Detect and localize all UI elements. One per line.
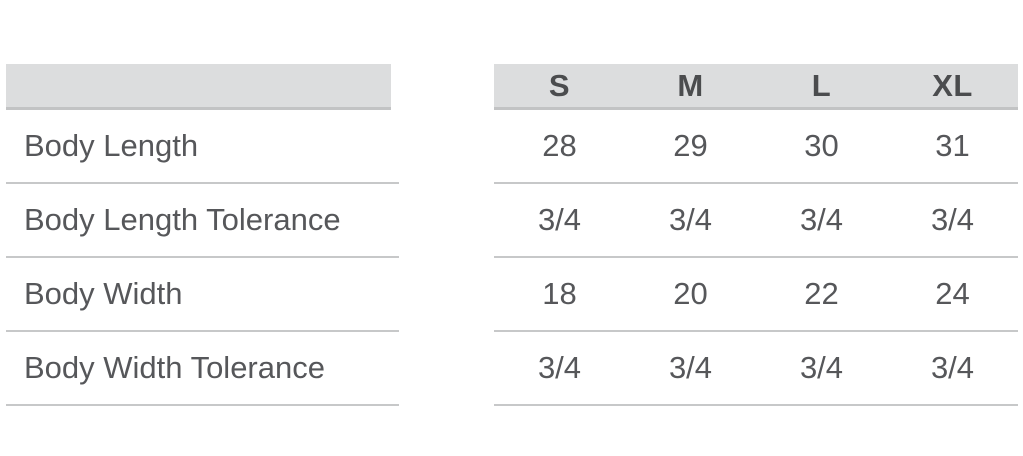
- size-header-row: S M L XL: [494, 64, 1018, 110]
- size-column-header-s: S: [548, 67, 571, 103]
- value-row-body-length-tolerance: 3/4 3/4 3/4 3/4: [494, 184, 1018, 258]
- size-column-header-l: L: [811, 67, 832, 103]
- value-row-body-width: 18 20 22 24: [494, 258, 1018, 332]
- value-cell: 18: [542, 276, 577, 311]
- value-cell: 30: [804, 128, 839, 163]
- value-cell: 3/4: [930, 350, 975, 385]
- value-cell: 20: [673, 276, 708, 311]
- row-label-text: Body Width Tolerance: [24, 350, 325, 385]
- value-cell: 28: [542, 128, 577, 163]
- value-cell: 3/4: [930, 202, 975, 237]
- value-cell: 24: [935, 276, 970, 311]
- size-column-header-m: M: [677, 67, 704, 103]
- value-cell: 3/4: [668, 350, 713, 385]
- value-cell: 3/4: [537, 350, 582, 385]
- size-values-table: S M L XL 28 29 30 31 3/4 3/4 3/4 3/4 18 …: [494, 64, 1018, 406]
- row-label-body-width-tolerance: Body Width Tolerance: [6, 332, 399, 406]
- row-label-body-length: Body Length: [6, 110, 399, 184]
- value-cell: 3/4: [537, 202, 582, 237]
- value-cell: 3/4: [799, 202, 844, 237]
- value-cell: 3/4: [799, 350, 844, 385]
- row-label-body-width: Body Width: [6, 258, 399, 332]
- value-cell: 31: [935, 128, 970, 163]
- value-row-body-length: 28 29 30 31: [494, 110, 1018, 184]
- value-cell: 22: [804, 276, 839, 311]
- row-label-text: Body Length: [24, 128, 199, 163]
- label-column-header-spacer: [6, 64, 391, 110]
- value-cell: 29: [673, 128, 708, 163]
- size-column-header-xl: XL: [932, 67, 973, 103]
- row-label-text: Body Length Tolerance: [24, 202, 341, 237]
- value-cell: 3/4: [668, 202, 713, 237]
- value-row-body-width-tolerance: 3/4 3/4 3/4 3/4: [494, 332, 1018, 406]
- measurement-labels-table: Body Length Body Length Tolerance Body W…: [6, 64, 399, 406]
- row-label-body-length-tolerance: Body Length Tolerance: [6, 184, 399, 258]
- row-label-text: Body Width: [24, 276, 183, 311]
